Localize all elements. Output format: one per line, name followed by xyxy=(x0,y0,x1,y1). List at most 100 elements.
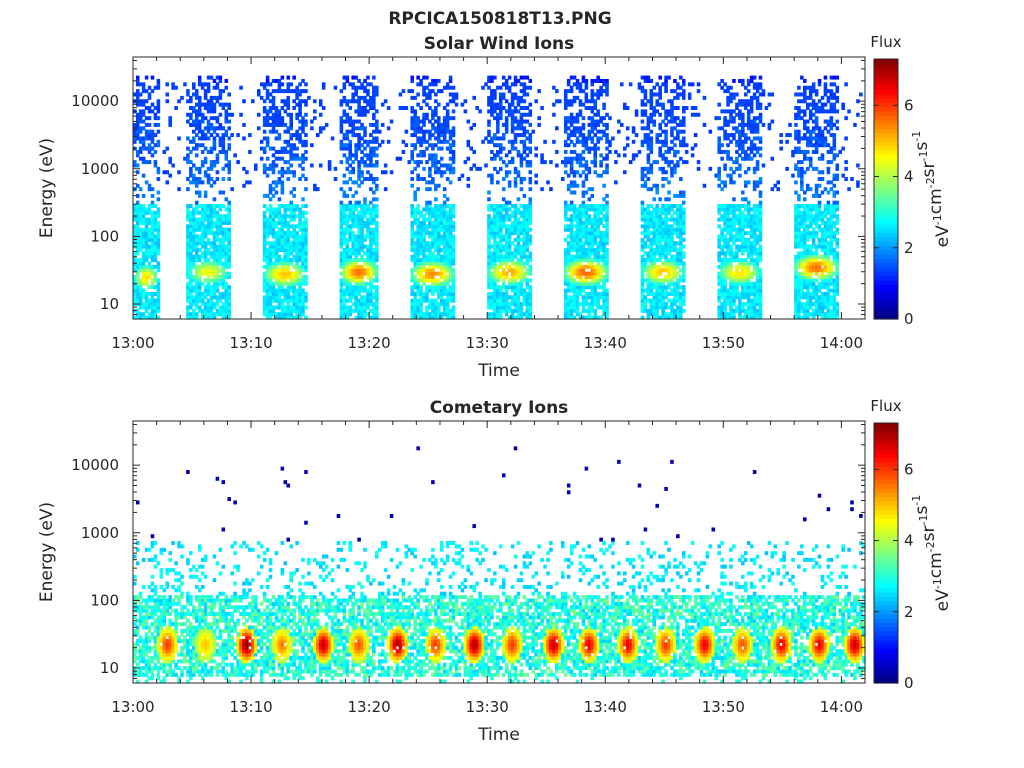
heatmap-cell xyxy=(643,241,648,246)
heatmap-cell xyxy=(186,291,190,296)
heatmap-cell xyxy=(144,241,149,246)
heatmap-cell xyxy=(141,82,146,87)
heatmap-cell xyxy=(209,116,214,121)
heatmap-cell xyxy=(661,291,665,296)
heatmap-cell xyxy=(298,119,302,124)
heatmap-cell xyxy=(369,231,373,236)
heatmap-cell xyxy=(348,227,353,232)
heatmap-cell xyxy=(265,109,270,114)
heatmap-cell xyxy=(652,234,657,239)
heatmap-cell xyxy=(283,129,288,134)
heatmap-cell xyxy=(496,291,500,296)
heatmap-cell xyxy=(507,200,512,205)
heatmap-cell xyxy=(153,163,158,168)
heatmap-cell xyxy=(212,136,217,141)
heatmap-cell xyxy=(575,207,580,212)
heatmap-cell xyxy=(189,210,193,215)
heatmap-cell xyxy=(640,248,645,252)
heatmap-cell xyxy=(457,177,462,181)
heatmap-cell xyxy=(525,112,530,117)
heatmap-cell xyxy=(605,170,609,175)
heatmap-cell xyxy=(259,139,264,144)
heatmap-cell xyxy=(646,224,651,229)
heatmap-cell xyxy=(351,166,355,171)
heatmap-cell xyxy=(135,163,140,168)
heatmap-cell xyxy=(578,214,583,219)
heatmap-cell xyxy=(649,302,654,307)
heatmap-cell xyxy=(513,248,518,252)
heatmap-cell xyxy=(348,312,353,317)
heatmap-cell xyxy=(519,224,524,229)
heatmap-cell xyxy=(516,217,521,222)
heatmap-cell xyxy=(135,183,140,188)
heatmap-cell xyxy=(354,109,358,114)
heatmap-cell xyxy=(640,126,645,131)
heatmap-cell xyxy=(422,244,426,249)
heatmap-cell xyxy=(587,275,592,280)
heatmap-cell xyxy=(274,119,279,124)
heatmap-cell xyxy=(419,160,423,165)
heatmap-cell xyxy=(590,288,595,293)
heatmap-cell xyxy=(289,298,293,303)
heatmap-cell xyxy=(138,82,143,87)
heatmap-cell xyxy=(439,156,444,161)
heatmap-cell xyxy=(516,285,521,290)
heatmap-cell xyxy=(637,82,642,87)
heatmap-cell xyxy=(292,231,296,236)
heatmap-cell xyxy=(203,261,208,266)
heatmap-cell xyxy=(445,278,450,283)
heatmap-cell xyxy=(277,133,282,138)
heatmap-cell xyxy=(510,295,515,300)
heatmap-cell xyxy=(351,133,355,138)
heatmap-cell xyxy=(144,122,149,127)
heatmap-cell xyxy=(439,204,444,209)
heatmap-cell xyxy=(593,298,597,303)
heatmap-cell xyxy=(646,251,651,256)
heatmap-cell xyxy=(572,308,577,313)
heatmap-cell xyxy=(224,231,229,236)
heatmap-cell xyxy=(428,258,432,263)
heatmap-cell xyxy=(569,264,574,269)
heatmap-cell xyxy=(640,119,645,124)
heatmap-cell xyxy=(339,251,344,256)
heatmap-cell xyxy=(563,89,568,94)
heatmap-cell xyxy=(366,224,370,229)
heatmap-cell xyxy=(442,163,447,168)
heatmap-cell xyxy=(265,254,270,259)
heatmap-cell xyxy=(572,126,577,131)
heatmap-cell xyxy=(658,254,662,259)
heatmap-cell xyxy=(649,116,654,121)
heatmap-cell xyxy=(451,254,456,259)
heatmap-cell xyxy=(209,261,214,266)
heatmap-cell xyxy=(596,78,600,83)
heatmap-cell xyxy=(416,278,420,283)
heatmap-cell xyxy=(584,227,589,232)
heatmap-cell xyxy=(655,234,659,239)
heatmap-cell xyxy=(150,291,155,296)
heatmap-cell xyxy=(655,183,659,188)
heatmap-cell xyxy=(442,187,447,192)
heatmap-cell xyxy=(575,119,580,124)
heatmap-cell xyxy=(144,315,149,320)
heatmap-cell xyxy=(283,146,288,151)
heatmap-cell xyxy=(304,291,308,296)
heatmap-cell xyxy=(563,248,568,252)
heatmap-cell xyxy=(215,116,220,121)
heatmap-cell xyxy=(304,227,308,232)
heatmap-cell xyxy=(351,160,355,165)
heatmap-cell xyxy=(357,119,361,124)
heatmap-cell xyxy=(150,129,155,134)
heatmap-cell xyxy=(162,170,167,175)
heatmap-cell xyxy=(655,278,659,283)
heatmap-cell xyxy=(428,288,432,293)
heatmap-cell xyxy=(658,305,662,310)
heatmap-cell xyxy=(428,315,432,320)
heatmap-cell xyxy=(203,291,208,296)
heatmap-cell xyxy=(156,210,161,215)
heatmap-cell xyxy=(289,146,293,151)
heatmap-cell xyxy=(286,281,291,286)
heatmap-cell xyxy=(413,285,417,290)
heatmap-cell xyxy=(192,146,196,151)
heatmap-cell xyxy=(646,146,651,151)
heatmap-cell xyxy=(304,122,308,127)
